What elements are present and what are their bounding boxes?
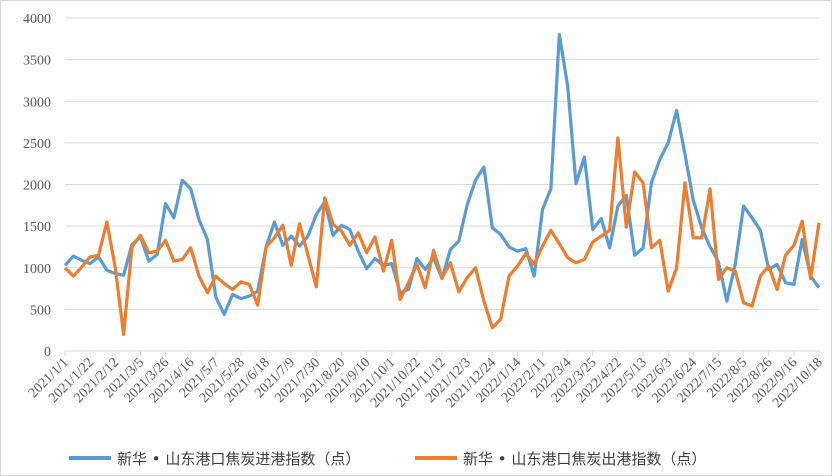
y-tick-label: 2000	[23, 179, 51, 194]
y-tick-label: 4000	[23, 12, 51, 27]
y-tick-label: 1000	[23, 262, 51, 277]
legend: 新华 • 山东港口焦炭进港指数（点） 新华 • 山东港口焦炭出港指数（点）	[69, 450, 706, 468]
y-tick-label: 0	[44, 345, 51, 360]
y-tick-label: 500	[30, 303, 51, 318]
y-tick-label: 3000	[23, 95, 51, 110]
series-lines	[63, 32, 821, 336]
legend-label-outbound: 新华 • 山东港口焦炭出港指数（点）	[463, 450, 706, 468]
gridlines	[65, 17, 819, 310]
y-tick-label: 1500	[23, 220, 51, 235]
y-tick-label: 2500	[23, 137, 51, 152]
y-axis: 0 500 1000 1500 2000 2500 3000 3500 4000	[23, 12, 51, 360]
legend-label-inbound: 新华 • 山东港口焦炭进港指数（点）	[117, 450, 360, 468]
x-axis: 2021/1/12021/1/222021/2/122021/3/52021/3…	[26, 350, 826, 411]
y-tick-label: 3500	[23, 54, 51, 69]
